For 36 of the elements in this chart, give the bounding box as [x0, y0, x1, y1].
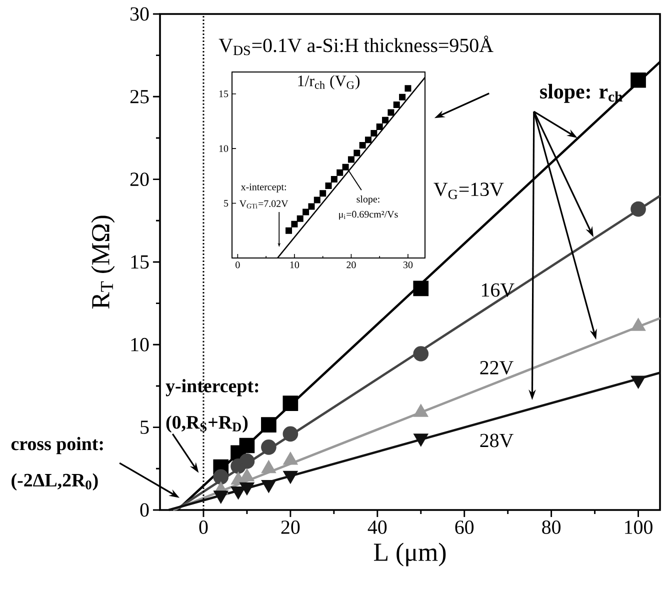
x-tick-label: 60	[455, 520, 474, 534]
annotation: x-intercept:	[240, 184, 286, 192]
y-tick-label: 10	[219, 145, 228, 152]
y-tick-label: 5	[224, 200, 228, 207]
y-tick-label: 20	[130, 172, 149, 186]
y-axis-title: R$_{T}$ (MΩ)	[91, 216, 115, 309]
x-tick-label: 80	[542, 520, 561, 534]
x-tick-label: 100	[625, 520, 652, 534]
series-label: 28V	[480, 434, 514, 448]
x-tick-label: 40	[368, 520, 387, 534]
y-tick-label: 5	[140, 420, 149, 434]
x-tick-label: 20	[346, 262, 356, 268]
annotation: (0,R$_{S}$+R$_{D}$)	[166, 415, 248, 433]
annotation: slope:	[356, 195, 380, 205]
x-axis-title: L (μm)	[374, 542, 446, 566]
series-label: V$_{G}$=13V	[434, 182, 504, 200]
y-tick-label: 15	[131, 255, 149, 269]
y-tick-label: 15	[219, 90, 228, 98]
y-tick-label: 10	[131, 338, 149, 352]
annotation: y-intercept:	[166, 379, 258, 396]
annotation: V$_{DS}$=0.1V a-Si:H thickness=950Å	[218, 36, 494, 56]
x-tick-label: 20	[281, 520, 300, 534]
text: cross point:	[11, 436, 103, 454]
chart-title: 1/r$_{ch}$ (V$_{G}$)	[298, 75, 360, 90]
y-tick-label: 30	[130, 7, 149, 21]
annotation: V$_{GTi}$=7.02V	[239, 200, 288, 208]
annotation: μ$_{i}$=0.69cm²/Vs	[339, 210, 398, 220]
x-tick-label: 0	[236, 262, 240, 268]
series-label: 22V	[480, 361, 514, 375]
text: (-2ΔL,2R$_{0}$)	[12, 473, 98, 490]
series-label: 16V	[482, 283, 514, 297]
x-tick-label: 30	[403, 262, 413, 268]
x-tick-label: 0	[199, 520, 208, 534]
y-tick-label: 0	[140, 503, 149, 517]
y-tick-label: 25	[130, 90, 149, 104]
x-tick-label: 10	[290, 262, 300, 268]
